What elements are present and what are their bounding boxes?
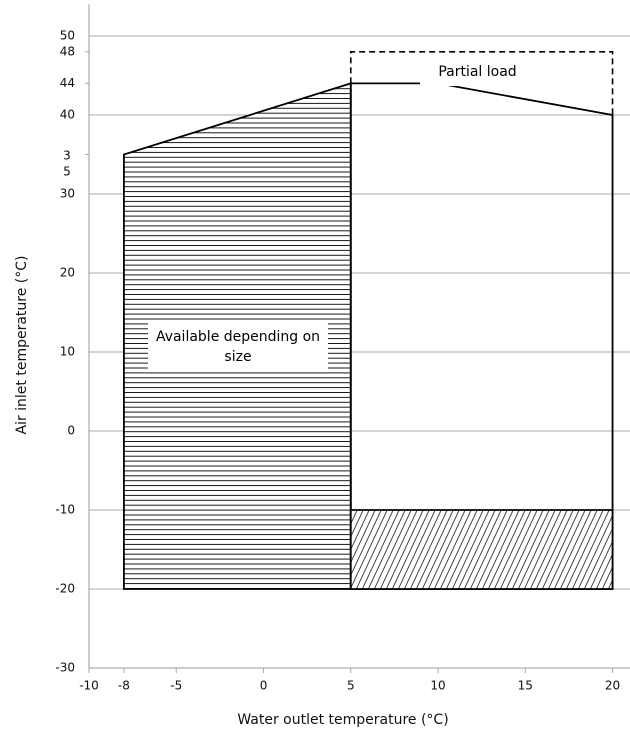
y-tick-label: 44 <box>60 76 75 90</box>
x-tick-label: 10 <box>430 679 445 693</box>
y-axis-title: Air inlet temperature (°C) <box>14 255 30 434</box>
y-tick-label: -20 <box>55 582 75 596</box>
annotation-text: Available depending on size <box>148 323 328 371</box>
y-tick-label: -10 <box>55 503 75 517</box>
x-tick-label: -8 <box>118 679 130 693</box>
region <box>349 509 614 590</box>
y-tick-label: 40 <box>60 108 75 122</box>
x-tick-label: 20 <box>605 679 620 693</box>
y-tick-label: 0 <box>67 424 75 438</box>
y-tick-label: 35 <box>60 149 74 181</box>
annotation-text: Partial load <box>420 58 535 86</box>
y-tick-label: 10 <box>60 345 75 359</box>
annotation: Available depending on size <box>148 323 328 371</box>
y-tick-label: -30 <box>55 661 75 675</box>
x-tick-label: -10 <box>79 679 99 693</box>
annotation: Partial load <box>420 58 535 86</box>
y-tick-label: 48 <box>60 44 75 58</box>
x-tick-label: 15 <box>518 679 533 693</box>
y-tick-label: 30 <box>60 187 75 201</box>
x-tick-label: 5 <box>347 679 355 693</box>
y-tick-label: 20 <box>60 266 75 280</box>
x-tick-label: 0 <box>260 679 268 693</box>
x-tick-label: -5 <box>170 679 182 693</box>
x-axis-title: Water outlet temperature (°C) <box>237 712 448 728</box>
region <box>349 51 614 115</box>
y-tick-label: 50 <box>60 29 75 43</box>
